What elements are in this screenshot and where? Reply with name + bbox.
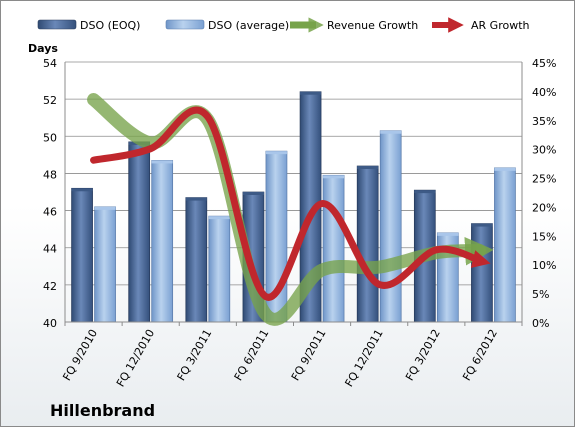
bar-top-dso-average (265, 151, 287, 155)
legend: DSO (EOQ) DSO (average) Revenue Growth A… (37, 17, 530, 33)
left-tick-label: 50 (43, 131, 57, 144)
x-tick-label: FQ 12/2010 (114, 327, 157, 389)
legend-swatch-dso-eoq (37, 19, 77, 30)
line-series (87, 93, 494, 326)
left-tick-label: 46 (43, 206, 57, 219)
bar-top-dso-eoq (471, 223, 493, 227)
bar-dso-average (379, 130, 402, 323)
bar-top-dso-eoq (185, 197, 207, 201)
bar-dso-average (494, 167, 516, 323)
x-axis-ticks: FQ 9/2010 FQ 12/2010 FQ 3/2011 FQ 6/2011 FQ … (60, 327, 500, 389)
bar-dso-eoq (471, 223, 493, 323)
right-axis-ticks: 0% 5% 10% 15% 20% 25% 30% 35% 40% 45% (532, 57, 556, 330)
legend-item-revenue-growth: Revenue Growth (290, 17, 418, 33)
bar-top-dso-average (94, 206, 116, 210)
left-tick-label: 52 (43, 94, 57, 107)
left-tick-label: 42 (43, 280, 57, 293)
x-tick-label: FQ 6/2011 (232, 327, 272, 383)
bar-top-dso-average (323, 175, 345, 179)
bar-top-dso-average (151, 160, 173, 164)
line-ar-growth (90, 106, 491, 301)
bar-top-dso-eoq (300, 91, 322, 95)
legend-label-ar-growth: AR Growth (471, 19, 530, 32)
right-tick-label: 0% (532, 317, 549, 330)
legend-item-ar-growth: AR Growth (432, 17, 530, 33)
bar-top-dso-average (494, 167, 516, 171)
legend-label-revenue-growth: Revenue Growth (327, 19, 418, 32)
x-tick-label: FQ 9/2011 (289, 327, 329, 383)
left-tick-label: 48 (43, 168, 57, 181)
bar-top-dso-average (437, 232, 459, 236)
legend-item-dso-eoq: DSO (EOQ) (37, 19, 140, 32)
right-tick-label: 5% (532, 288, 549, 301)
right-tick-label: 15% (532, 230, 556, 243)
bar-dso-average (322, 174, 345, 323)
x-tick-label: FQ 3/2012 (403, 327, 443, 383)
right-tick-label: 10% (532, 259, 556, 272)
x-tick-label: FQ 3/2011 (175, 327, 215, 383)
axes (64, 62, 523, 326)
bar-dso-average (208, 215, 231, 323)
legend-label-dso-average: DSO (average) (208, 19, 289, 32)
x-tick-label: FQ 12/2011 (342, 327, 385, 389)
right-tick-label: 30% (532, 144, 556, 157)
left-tick-label: 40 (43, 317, 57, 330)
right-tick-label: 20% (532, 201, 556, 214)
bar-dso-eoq (71, 187, 93, 323)
company-name: Hillenbrand (50, 401, 155, 420)
bar-top-dso-eoq (357, 166, 379, 169)
bar-dso-eoq (185, 197, 208, 323)
bar-series (71, 91, 516, 323)
left-tick-label: 44 (43, 243, 57, 256)
legend-swatch-dso-average (165, 19, 205, 30)
legend-label-dso-eoq: DSO (EOQ) (80, 19, 140, 32)
right-tick-label: 25% (532, 173, 556, 186)
left-axis-ticks: 40 42 44 46 48 50 52 54 (43, 57, 57, 330)
right-tick-label: 35% (532, 115, 556, 128)
bar-dso-average (151, 160, 174, 323)
bar-top-dso-eoq (242, 192, 264, 195)
bar-top-dso-average (380, 130, 402, 134)
right-tick-label: 45% (532, 57, 556, 70)
bar-dso-eoq (356, 165, 379, 323)
right-tick-label: 40% (532, 86, 556, 99)
y-axis-title: Days (28, 42, 58, 55)
bar-dso-eoq (128, 141, 151, 323)
x-tick-label: FQ 6/2012 (460, 327, 500, 383)
bar-top-dso-eoq (414, 190, 436, 194)
bar-dso-average (94, 206, 116, 323)
bar-top-dso-average (208, 216, 230, 220)
bar-top-dso-eoq (71, 188, 93, 192)
left-tick-label: 54 (43, 57, 57, 70)
legend-item-dso-average: DSO (average) (165, 19, 289, 32)
x-tick-label: FQ 9/2010 (60, 327, 100, 383)
